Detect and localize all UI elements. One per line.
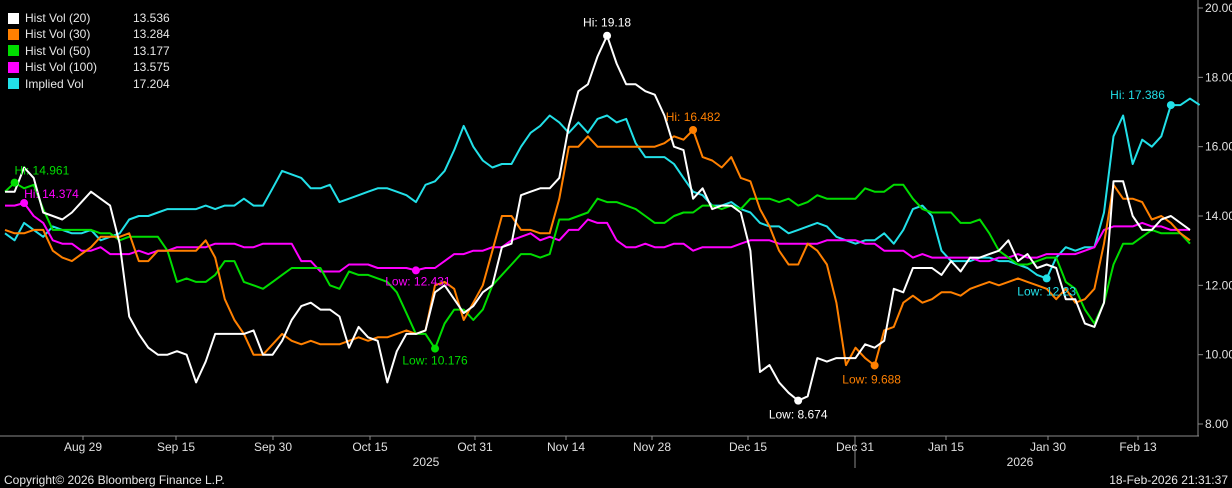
extreme-marker [1166, 101, 1175, 110]
legend-item: Implied Vol 17.204 [8, 76, 170, 92]
y-tick-label: 18.00 [1205, 70, 1232, 84]
extreme-marker [794, 396, 803, 405]
footer: Copyright© 2026 Bloomberg Finance L.P. 1… [0, 472, 1232, 488]
legend-series-name: Hist Vol (50) [25, 43, 91, 58]
y-tick-label: 8.00 [1205, 417, 1229, 431]
x-tick-label: Oct 15 [352, 440, 388, 454]
extreme-marker [603, 31, 612, 40]
x-tick-label: Nov 14 [547, 440, 585, 454]
extreme-label: Low: 12.431 [385, 274, 451, 288]
legend-item: Hist Vol (100) 13.575 [8, 59, 170, 75]
legend-swatch [8, 45, 19, 57]
series-line-hist-vol-30 [4, 129, 1191, 367]
legend-series-name: Hist Vol (100) [25, 60, 98, 75]
extreme-label: Low: 10.176 [402, 354, 468, 368]
extreme-label: Low: 8.674 [769, 408, 828, 422]
y-tick-label: 14.00 [1205, 209, 1232, 223]
legend-item: Hist Vol (20) 13.536 [8, 10, 170, 26]
copyright-text: Copyright© 2026 Bloomberg Finance L.P. [4, 473, 225, 487]
x-tick-label: Feb 13 [1119, 440, 1157, 454]
year-label: 2026 [1007, 455, 1034, 469]
y-tick-label: 10.00 [1205, 348, 1232, 362]
y-tick-label: 20.00 [1205, 1, 1232, 15]
series-line-hist-vol-20 [5, 34, 1191, 402]
extreme-marker [689, 125, 698, 134]
series-line-implied-vol [4, 97, 1201, 280]
legend-last-value: 13.536 [133, 11, 170, 25]
legend-item: Hist Vol (50) 13.177 [8, 43, 170, 59]
legend-series-name: Hist Vol (30) [25, 27, 91, 42]
legend-swatch [8, 61, 19, 73]
year-label: 2025 [413, 455, 440, 469]
x-tick-label: Dec 15 [729, 440, 767, 454]
extreme-label: Low: 12.23 [1017, 284, 1076, 298]
legend-series-name: Implied Vol [25, 76, 84, 91]
x-tick-label: Sep 15 [157, 440, 195, 454]
extreme-label: Hi: 16.482 [666, 110, 721, 124]
extreme-label: Hi: 14.374 [24, 187, 79, 201]
extreme-marker [1042, 274, 1051, 283]
x-tick-label: Jan 15 [928, 440, 964, 454]
legend-last-value: 13.575 [133, 60, 170, 75]
plot-area [0, 0, 1198, 436]
x-tick-label: Jan 30 [1030, 440, 1066, 454]
legend-series-name: Hist Vol (20) [25, 11, 91, 25]
extreme-marker [10, 178, 19, 187]
extreme-label: Hi: 14.961 [15, 164, 70, 178]
legend-swatch [8, 29, 19, 41]
legend-item: Hist Vol (30) 13.284 [8, 26, 170, 42]
extreme-marker [20, 199, 29, 208]
extreme-label: Low: 9.688 [842, 372, 901, 386]
series-line-hist-vol-50 [4, 181, 1191, 350]
x-tick-label: Aug 29 [64, 440, 102, 454]
extreme-label: Hi: 19.18 [583, 16, 631, 30]
x-tick-label: Nov 28 [633, 440, 671, 454]
legend-swatch [8, 12, 19, 24]
extreme-marker [411, 266, 420, 275]
series-line-hist-vol-100 [5, 202, 1190, 273]
x-tick-label: Oct 31 [457, 440, 493, 454]
extreme-label: Hi: 17.386 [1110, 88, 1165, 102]
extreme-marker [870, 361, 879, 370]
y-tick-label: 12.00 [1205, 278, 1232, 292]
y-tick-label: 16.00 [1205, 140, 1232, 154]
legend-last-value: 17.204 [133, 76, 170, 91]
x-tick-label: Sep 30 [254, 440, 292, 454]
legend-last-value: 13.284 [133, 27, 170, 42]
legend-last-value: 13.177 [133, 43, 170, 58]
legend-swatch [8, 78, 19, 90]
timestamp-text: 18-Feb-2026 21:31:37 [1109, 473, 1228, 487]
chart-legend: Hist Vol (20) 13.536 Hist Vol (30) 13.284 Hi… [8, 10, 170, 92]
extreme-marker [431, 344, 440, 353]
